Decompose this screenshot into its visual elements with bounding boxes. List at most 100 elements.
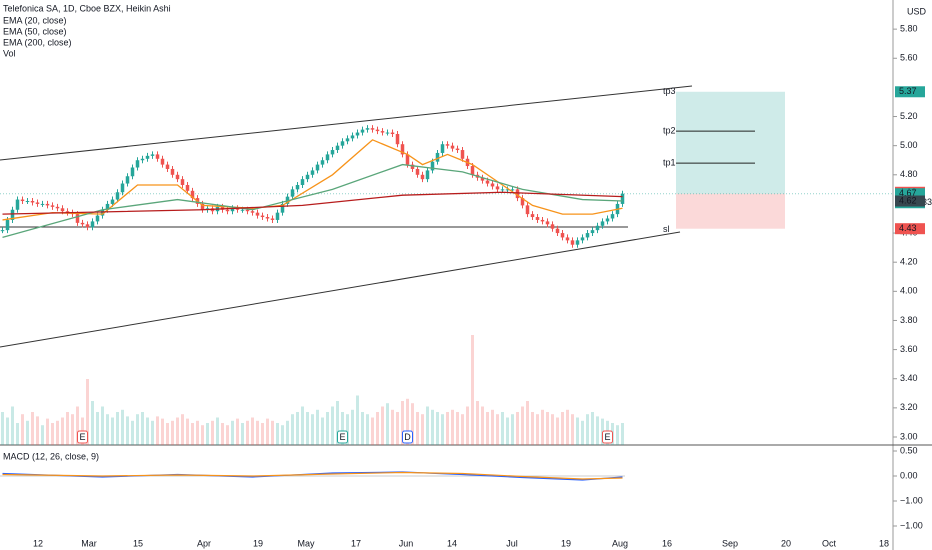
candle [235, 208, 240, 210]
volume-bar [126, 416, 129, 445]
y-tick-label: 5.60 [900, 53, 918, 63]
volume-bar [216, 417, 219, 445]
y-tick-label: 3.40 [900, 373, 918, 383]
candle [150, 154, 155, 156]
candle [410, 164, 415, 169]
profit-zone [676, 91, 785, 194]
volume-bar [256, 420, 259, 445]
candle [455, 148, 460, 151]
volume-bar [166, 423, 169, 445]
volume-bar [341, 412, 344, 445]
candle [400, 144, 405, 155]
volume-bar [531, 412, 534, 445]
candle [90, 221, 95, 228]
candle [80, 222, 85, 225]
candle [535, 217, 540, 220]
y-tick-label: 5.00 [900, 140, 918, 150]
trend-line [0, 85, 693, 161]
y-tick-label: 5.80 [900, 24, 918, 34]
volume-bar [426, 406, 429, 445]
candle [10, 209, 15, 220]
event-icon [602, 430, 613, 444]
candle [20, 199, 25, 202]
volume-bar [36, 416, 39, 445]
candle [290, 189, 295, 197]
volume-bar [91, 401, 94, 445]
macd-y-tick-label: 0.50 [900, 445, 918, 455]
candle [330, 150, 335, 155]
x-tick-label: Oct [822, 538, 837, 548]
volume-bar [181, 414, 184, 445]
x-tick-label: 18 [879, 538, 889, 548]
target-label: tp3 [663, 86, 676, 96]
candle [180, 179, 185, 185]
volume-bar [221, 423, 224, 445]
volume-bar [271, 420, 274, 445]
candle [530, 214, 535, 218]
volume-bar [466, 406, 469, 445]
candle [295, 184, 300, 190]
volume-bar [136, 414, 139, 445]
candle [5, 219, 10, 231]
y-tick-label: 3.60 [900, 344, 918, 354]
volume-bar [11, 406, 14, 445]
candle [590, 230, 595, 234]
price-label: 4.62 [899, 195, 917, 205]
volume-legend: Vol [3, 48, 16, 58]
volume-bar [226, 425, 229, 445]
volume-bar [111, 417, 114, 445]
candle [415, 168, 420, 175]
volume-bar [441, 414, 444, 445]
candle [355, 132, 360, 136]
volume-bar [191, 423, 194, 445]
volume-bar [596, 416, 599, 445]
x-tick-label: 17 [351, 538, 361, 548]
x-tick-label: 16 [662, 538, 672, 548]
volume-bar [241, 423, 244, 445]
volume-bar [576, 417, 579, 445]
y-tick-label: 3.20 [900, 402, 918, 412]
candle [480, 177, 485, 181]
volume-bar [31, 412, 34, 445]
candle [510, 189, 515, 191]
volume-bar [616, 425, 619, 445]
volume-bar [186, 418, 189, 445]
volume-bar [176, 417, 179, 445]
volume-bar [151, 420, 154, 445]
stop-label: sl [663, 224, 670, 234]
candle [60, 208, 65, 212]
candle [495, 186, 500, 190]
candle [255, 212, 260, 216]
candle [110, 199, 115, 204]
volume-bar [566, 409, 569, 445]
volume-bar [286, 420, 289, 445]
volume-bar [116, 412, 119, 445]
trend-line [0, 231, 681, 348]
candle [175, 174, 180, 180]
volume-bar [581, 420, 584, 445]
volume-bar [431, 409, 434, 445]
volume-bar [556, 417, 559, 445]
volume-bar [501, 412, 504, 445]
volume-bar [61, 417, 64, 445]
volume-bar [471, 335, 474, 445]
volume-bar [121, 409, 124, 445]
volume-bar [481, 406, 484, 445]
volume-bar [496, 414, 499, 445]
candle [425, 170, 430, 180]
volume-bar [316, 409, 319, 445]
x-tick-label: Sep [722, 538, 738, 548]
candle [460, 150, 465, 159]
volume-bar [96, 412, 99, 445]
candle [335, 145, 340, 151]
volume-bar [246, 420, 249, 445]
candle [105, 203, 110, 210]
candle [65, 211, 70, 213]
target-label: tp2 [663, 125, 676, 135]
volume-bar [251, 417, 254, 445]
ema-line [2, 139, 623, 221]
volume-bar [71, 414, 74, 445]
x-tick-label: 12 [33, 538, 43, 548]
